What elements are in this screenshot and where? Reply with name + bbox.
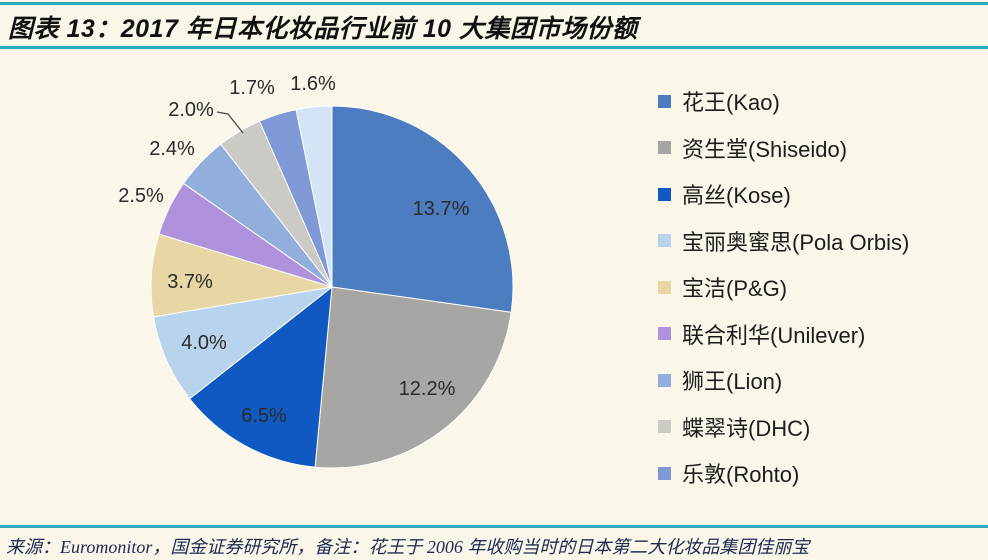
slice-label-shiseido: 12.2% <box>399 378 456 400</box>
slice-label-tenth: 1.6% <box>290 73 336 95</box>
pie-slice-pola-orbis <box>152 286 333 400</box>
pie-slice-tenth <box>295 105 333 288</box>
legend-item-lion: 狮王(Lion) <box>658 357 978 404</box>
legend-swatch-unilever <box>658 327 671 341</box>
legend-item-pg: 宝洁(P&G) <box>658 264 978 311</box>
slice-label-dhc: 2.0% <box>168 99 214 121</box>
slice-label-pg: 3.7% <box>167 271 213 293</box>
figure-title: 图表 13：2017 年日本化妆品行业前 10 大集团市场份额 <box>8 15 638 43</box>
legend-label-rohto: 乐敦(Rohto) <box>682 462 800 488</box>
legend-label-pg: 宝洁(P&G) <box>682 276 788 302</box>
pie-slice-kose <box>188 285 333 468</box>
legend-swatch-shiseido <box>658 141 671 155</box>
slice-label-rohto: 1.7% <box>229 77 275 99</box>
legend-swatch-dhc <box>658 420 671 434</box>
legend-label-lion: 狮王(Lion) <box>682 369 783 395</box>
legend-swatch-pola-orbis <box>658 234 671 248</box>
legend-item-rohto: 乐敦(Rohto) <box>658 450 978 497</box>
legend-label-kao: 花王(Kao) <box>682 90 780 116</box>
chart-legend: 花王(Kao) 资生堂(Shiseido) 高丝(Kose) 宝丽奥蜜思(Pola O… <box>658 78 978 497</box>
legend-item-shiseido: 资生堂(Shiseido) <box>658 125 978 172</box>
slice-label-unilever: 2.5% <box>118 185 164 207</box>
legend-swatch-pg <box>658 280 671 294</box>
top-border-line <box>0 2 988 5</box>
legend-label-pola-orbis: 宝丽奥蜜思(Pola Orbis) <box>682 229 910 255</box>
legend-item-dhc: 蝶翠诗(DHC) <box>658 404 978 451</box>
slice-label-lion: 2.4% <box>149 138 195 160</box>
label-leader-line-dhc <box>216 111 244 134</box>
legend-item-pola-orbis: 宝丽奥蜜思(Pola Orbis) <box>658 218 978 265</box>
legend-label-unilever: 联合利华(Unilever) <box>682 322 866 348</box>
source-note: 来源：Euromonitor，国金证券研究所，备注：花王于 2006 年收购当时… <box>6 537 810 557</box>
legend-label-shiseido: 资生堂(Shiseido) <box>682 136 848 162</box>
legend-item-kose: 高丝(Kose) <box>658 171 978 218</box>
legend-item-unilever: 联合利华(Unilever) <box>658 311 978 358</box>
legend-swatch-kose <box>658 187 671 201</box>
pie-slice-shiseido <box>314 286 512 469</box>
legend-swatch-lion <box>658 373 671 387</box>
footer-divider-line <box>0 525 988 528</box>
slice-label-pola-orbis: 4.0% <box>181 332 227 354</box>
pie-slice-kao <box>331 105 514 313</box>
title-underline <box>0 46 988 49</box>
legend-label-dhc: 蝶翠诗(DHC) <box>682 415 811 441</box>
legend-swatch-kao <box>658 94 671 108</box>
legend-swatch-rohto <box>658 466 671 480</box>
legend-item-kao: 花王(Kao) <box>658 78 978 125</box>
pie-chart: 13.7% 12.2% 6.5% 4.0% 3.7% 2.5% 2.4% 2.0% 1.7% 1.… <box>118 73 514 469</box>
slice-label-kose: 6.5% <box>241 405 287 427</box>
slice-label-kao: 13.7% <box>413 198 470 220</box>
legend-label-kose: 高丝(Kose) <box>682 183 791 209</box>
